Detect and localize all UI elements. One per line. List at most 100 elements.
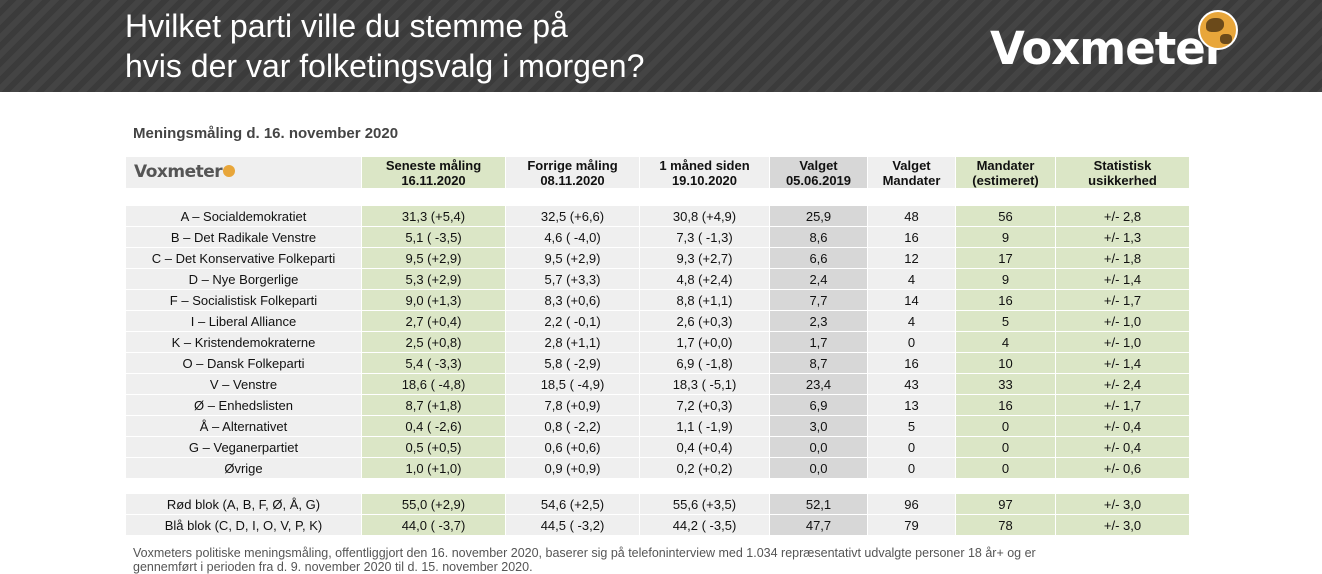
- value-cell: 10: [955, 352, 1056, 374]
- value-cell: 6,6: [769, 247, 868, 269]
- value-cell: +/- 1,3: [1055, 226, 1190, 248]
- value-cell: 2,6 (+0,3): [639, 310, 770, 332]
- value-cell: 0: [867, 331, 956, 353]
- footnote: Voxmeters politiske meningsmåling, offen…: [133, 546, 1153, 574]
- block-row: Rød blok (A, B, F, Ø, Å, G) 55,0 (+2,9) 54…: [125, 493, 1190, 515]
- value-cell: 0,0: [769, 436, 868, 458]
- value-cell: 47,7: [769, 514, 868, 536]
- party-name-cell: F – Socialistisk Folkeparti: [125, 289, 362, 311]
- value-cell: +/- 1,7: [1055, 394, 1190, 416]
- spacer-cell: [125, 188, 1190, 206]
- value-cell: 97: [955, 493, 1056, 515]
- party-name-cell: I – Liberal Alliance: [125, 310, 362, 332]
- title-line-1: Hvilket parti ville du stemme på: [125, 8, 568, 44]
- value-cell: 6,9 ( -1,8): [639, 352, 770, 374]
- value-cell: 18,6 ( -4,8): [361, 373, 506, 395]
- table-row: B – Det Radikale Venstre 5,1 ( -3,5) 4,6 (…: [125, 226, 1190, 248]
- header-banner: Hvilket parti ville du stemme på hvis de…: [0, 0, 1322, 92]
- value-cell: 54,6 (+2,5): [505, 493, 640, 515]
- value-cell: +/- 1,0: [1055, 331, 1190, 353]
- value-cell: 3,0: [769, 415, 868, 437]
- poll-subtitle: Meningsmåling d. 16. november 2020: [133, 125, 399, 142]
- value-cell: 16: [867, 352, 956, 374]
- value-cell: +/- 0,4: [1055, 436, 1190, 458]
- value-cell: 23,4: [769, 373, 868, 395]
- value-cell: 7,8 (+0,9): [505, 394, 640, 416]
- value-cell: 5: [955, 310, 1056, 332]
- value-cell: 0: [955, 415, 1056, 437]
- value-cell: +/- 3,0: [1055, 493, 1190, 515]
- value-cell: 8,7: [769, 352, 868, 374]
- value-cell: 55,6 (+3,5): [639, 493, 770, 515]
- table-row: O – Dansk Folkeparti 5,4 ( -3,3) 5,8 ( -2,…: [125, 352, 1190, 374]
- value-cell: 16: [955, 289, 1056, 311]
- spacer-row: [125, 478, 1190, 494]
- value-cell: 5,8 ( -2,9): [505, 352, 640, 374]
- poll-table: Voxmeter Seneste måling 16.11.2020 Forrig…: [125, 156, 1190, 536]
- value-cell: 9: [955, 226, 1056, 248]
- value-cell: 0: [867, 436, 956, 458]
- value-cell: 4: [955, 331, 1056, 353]
- value-cell: 0: [955, 436, 1056, 458]
- value-cell: +/- 1,0: [1055, 310, 1190, 332]
- value-cell: 96: [867, 493, 956, 515]
- value-cell: 33: [955, 373, 1056, 395]
- value-cell: 30,8 (+4,9): [639, 205, 770, 227]
- col-header-latest: Seneste måling 16.11.2020: [361, 156, 506, 189]
- value-cell: +/- 3,0: [1055, 514, 1190, 536]
- table-row: I – Liberal Alliance 2,7 (+0,4) 2,2 ( -0,1…: [125, 310, 1190, 332]
- table-row: G – Veganerpartiet 0,5 (+0,5) 0,6 (+0,6) 0,…: [125, 436, 1190, 458]
- value-cell: 44,5 ( -3,2): [505, 514, 640, 536]
- value-cell: 5: [867, 415, 956, 437]
- value-cell: 6,9: [769, 394, 868, 416]
- table-row: Ø – Enhedslisten 8,7 (+1,8) 7,8 (+0,9) 7,2 …: [125, 394, 1190, 416]
- value-cell: 16: [955, 394, 1056, 416]
- value-cell: 0,4 (+0,4): [639, 436, 770, 458]
- table-row: Å – Alternativet 0,4 ( -2,6) 0,8 ( -2,2) 1,…: [125, 415, 1190, 437]
- value-cell: +/- 1,4: [1055, 352, 1190, 374]
- value-cell: 2,4: [769, 268, 868, 290]
- mini-globe-icon: [223, 165, 236, 177]
- value-cell: 32,5 (+6,6): [505, 205, 640, 227]
- value-cell: 31,3 (+5,4): [361, 205, 506, 227]
- value-cell: 44,2 ( -3,5): [639, 514, 770, 536]
- col-header-election: Valget 05.06.2019: [769, 156, 868, 189]
- value-cell: 78: [955, 514, 1056, 536]
- table-row: C – Det Konservative Folkeparti 9,5 (+2,9…: [125, 247, 1190, 269]
- value-cell: 4,8 (+2,4): [639, 268, 770, 290]
- table-logo: Voxmeter: [125, 156, 362, 189]
- party-name-cell: Blå blok (C, D, I, O, V, P, K): [125, 514, 362, 536]
- table-row: V – Venstre 18,6 ( -4,8) 18,5 ( -4,9) 18,3 …: [125, 373, 1190, 395]
- value-cell: 0,6 (+0,6): [505, 436, 640, 458]
- value-cell: 9,5 (+2,9): [361, 247, 506, 269]
- page-title: Hvilket parti ville du stemme på hvis de…: [125, 6, 644, 86]
- col-header-election-seats: Valget Mandater: [867, 156, 956, 189]
- value-cell: 17: [955, 247, 1056, 269]
- value-cell: +/- 1,7: [1055, 289, 1190, 311]
- value-cell: 0,9 (+0,9): [505, 457, 640, 479]
- value-cell: 79: [867, 514, 956, 536]
- table-row: K – Kristendemokraterne 2,5 (+0,8) 2,8 (+1…: [125, 331, 1190, 353]
- value-cell: 8,6: [769, 226, 868, 248]
- spacer-cell: [125, 478, 1190, 494]
- party-name-cell: B – Det Radikale Venstre: [125, 226, 362, 248]
- title-line-2: hvis der var folketingsvalg i morgen?: [125, 48, 645, 84]
- value-cell: 5,3 (+2,9): [361, 268, 506, 290]
- value-cell: 2,8 (+1,1): [505, 331, 640, 353]
- col-header-month-ago: 1 måned siden 19.10.2020: [639, 156, 770, 189]
- value-cell: +/- 0,4: [1055, 415, 1190, 437]
- value-cell: 2,7 (+0,4): [361, 310, 506, 332]
- value-cell: 43: [867, 373, 956, 395]
- party-name-cell: Ø – Enhedslisten: [125, 394, 362, 416]
- party-name-cell: V – Venstre: [125, 373, 362, 395]
- table-header-row: Voxmeter Seneste måling 16.11.2020 Forrig…: [125, 156, 1190, 189]
- value-cell: 14: [867, 289, 956, 311]
- value-cell: 0,2 (+0,2): [639, 457, 770, 479]
- value-cell: 2,3: [769, 310, 868, 332]
- value-cell: 44,0 ( -3,7): [361, 514, 506, 536]
- value-cell: 1,1 ( -1,9): [639, 415, 770, 437]
- value-cell: 4: [867, 268, 956, 290]
- value-cell: 5,7 (+3,3): [505, 268, 640, 290]
- party-name-cell: A – Socialdemokratiet: [125, 205, 362, 227]
- value-cell: 4: [867, 310, 956, 332]
